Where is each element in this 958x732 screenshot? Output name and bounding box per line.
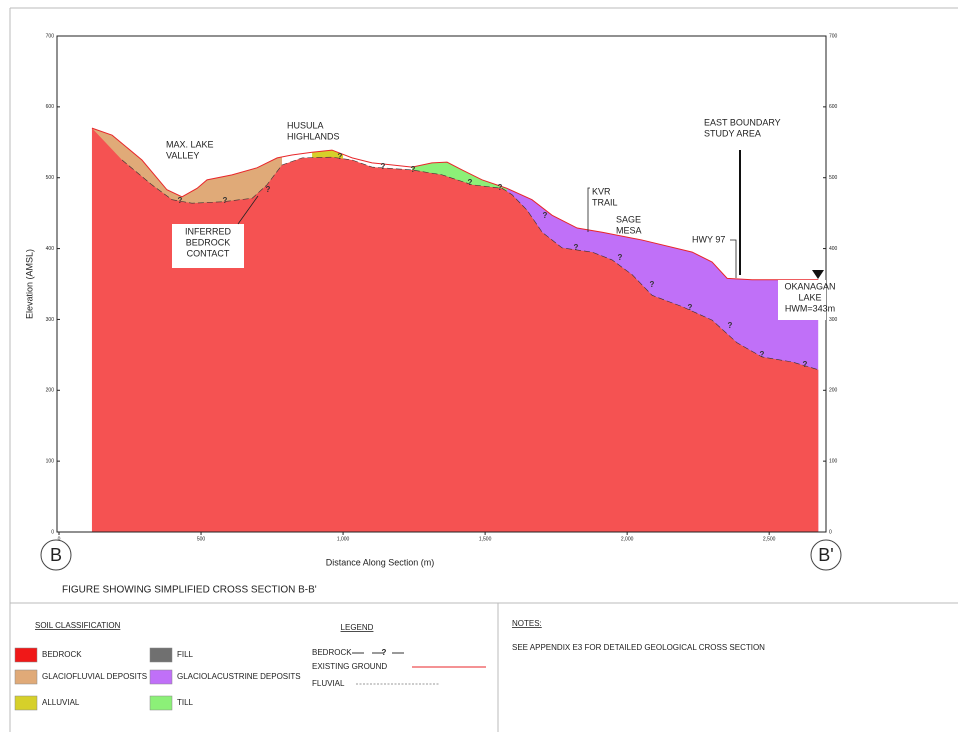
existing-ground <box>91 127 819 281</box>
section-start: B <box>50 545 62 565</box>
annotation: STUDY AREA <box>704 128 761 138</box>
legend-title: LEGEND <box>341 623 374 632</box>
y-tick-label: 0 <box>51 529 54 535</box>
annotation: MESA <box>616 225 642 235</box>
legend-swatch <box>149 647 173 663</box>
x-tick-label: 1,500 <box>479 536 492 542</box>
annotation: INFERRED <box>185 226 232 236</box>
annotation: OKANAGAN <box>784 281 835 291</box>
x-tick-label: 2,500 <box>763 536 776 542</box>
section-end: B' <box>818 545 833 565</box>
annotation: LAKE <box>798 292 821 302</box>
legend-swatch <box>149 669 173 685</box>
contact-marker: ? <box>618 253 623 262</box>
contact-marker: ? <box>574 243 579 252</box>
section-marker <box>810 539 842 571</box>
y-tick-label: 700 <box>829 33 838 39</box>
y-tick-label: 400 <box>829 246 838 252</box>
legend-label: BEDROCK <box>42 650 82 659</box>
contact-marker: ? <box>266 185 271 194</box>
annotation: MAX. LAKE <box>166 139 214 149</box>
contact-marker: ? <box>728 321 733 330</box>
x-tick-label: 1,000 <box>337 536 350 542</box>
x-tick-label: 500 <box>197 536 206 542</box>
figure-caption: FIGURE SHOWING SIMPLIFIED CROSS SECTION … <box>62 585 317 596</box>
y-tick-label: 300 <box>46 317 55 323</box>
annotation: BEDROCK <box>186 237 231 247</box>
legend-label: TILL <box>177 698 194 707</box>
y-tick-label: 400 <box>46 246 55 252</box>
legend-label: BEDROCK <box>312 648 352 657</box>
legend-label: FLUVIAL <box>312 679 345 688</box>
contact-marker: ? <box>803 360 808 369</box>
legend-swatch <box>14 669 38 685</box>
plot <box>91 127 819 532</box>
callout-box <box>778 280 826 320</box>
y-tick-label: 300 <box>829 317 838 323</box>
callout-box <box>172 224 244 268</box>
contact-marker: ? <box>338 152 343 161</box>
contact-marker: ? <box>498 183 503 192</box>
contact-marker: ? <box>178 196 183 205</box>
annotation: SAGE <box>616 214 641 224</box>
annotation: HWM=343m <box>785 303 835 313</box>
notes-title: NOTES: <box>512 619 542 628</box>
contact-marker: ? <box>543 211 548 220</box>
y-tick-label: 200 <box>46 388 55 394</box>
y-tick-label: 600 <box>46 104 55 110</box>
contact-marker: ? <box>468 178 473 187</box>
y-axis-label: Elevation (AMSL) <box>24 249 34 319</box>
legend-title: SOIL CLASSIFICATION <box>35 621 121 630</box>
annotation: CONTACT <box>187 248 230 258</box>
y-tick-label: 200 <box>829 388 838 394</box>
annotation: HIGHLANDS <box>287 131 340 141</box>
bedrock <box>91 128 819 532</box>
leader <box>237 195 259 225</box>
legend-swatch <box>14 695 38 711</box>
contact-marker: ? <box>688 303 693 312</box>
legend-label: GLACIOFLUVIAL DEPOSITS <box>42 672 147 681</box>
y-tick-label: 0 <box>829 529 832 535</box>
y-tick-label: 100 <box>46 458 55 464</box>
annotation: HWY 97 <box>692 234 725 244</box>
annotation: VALLEY <box>166 150 199 160</box>
annotation: HUSULA <box>287 120 324 130</box>
legend: BEDROCK GLACIOFLUVIAL DEPOSITS ALLUVIAL FIL… <box>14 647 486 711</box>
leader <box>587 187 590 232</box>
contact-marker: ? <box>411 165 416 174</box>
legend-marker: ? <box>382 648 387 657</box>
y-tick-label: 100 <box>829 458 838 464</box>
y-tick-label: 600 <box>829 104 838 110</box>
notes-text: SEE APPENDIX E3 FOR DETAILED GEOLOGICAL … <box>512 643 765 652</box>
y-tick-label: 500 <box>829 175 838 181</box>
bedrock-contact <box>121 156 819 371</box>
annotation: EAST BOUNDARY <box>704 117 781 127</box>
water-level <box>812 270 824 279</box>
section-marker <box>40 539 72 571</box>
contact-marker: ? <box>223 196 228 205</box>
annotation: KVR <box>592 186 611 196</box>
legend-swatch <box>149 695 173 711</box>
x-axis-label: Distance Along Section (m) <box>326 557 435 567</box>
y-tick-label: 700 <box>46 33 55 39</box>
legend-label: ALLUVIAL <box>42 698 80 707</box>
contact-marker: ? <box>760 350 765 359</box>
annotation: TRAIL <box>592 197 618 207</box>
contact-marker: ? <box>381 162 386 171</box>
legend-label: EXISTING GROUND <box>312 662 387 671</box>
legend-label: FILL <box>177 650 194 659</box>
y-tick-label: 500 <box>46 175 55 181</box>
legend-label: GLACIOLACUSTRINE DEPOSITS <box>177 672 301 681</box>
legend-swatch <box>14 647 38 663</box>
x-tick-label: 2,000 <box>621 536 634 542</box>
contact-marker: ? <box>650 280 655 289</box>
x-tick-label: 0 <box>58 536 61 542</box>
leader <box>730 239 737 278</box>
